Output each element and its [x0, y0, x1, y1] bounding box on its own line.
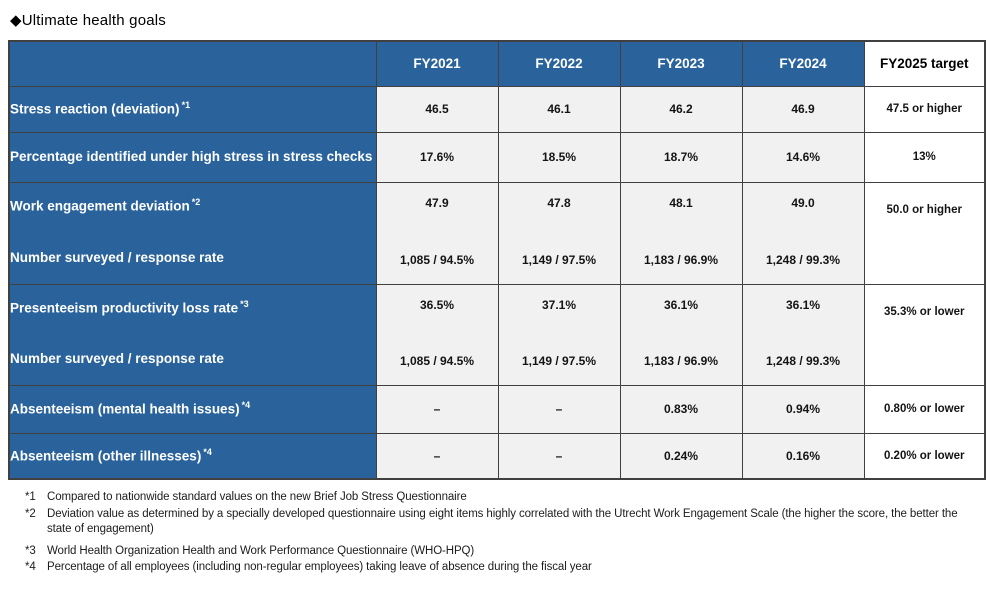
row-label-presenteeism: Presenteeism productivity loss rate *3 Nu…: [8, 283, 377, 386]
value-main: 37.1%: [541, 298, 577, 312]
value-cell: 18.7%: [619, 131, 743, 183]
footnote-2: *2 Deviation value as determined by a sp…: [25, 507, 983, 538]
value-cell: 36.1% 1,248 / 99.3%: [741, 283, 865, 386]
footnote-1: *1 Compared to nationwide standard value…: [25, 490, 983, 506]
row-label-text: Percentage identified under high stress …: [10, 148, 373, 164]
target-text: 35.3% or lower: [883, 305, 965, 318]
value-sub: 1,248 / 99.3%: [765, 354, 841, 368]
value-cell: 47.8 1,149 / 97.5%: [497, 181, 621, 285]
target-cell: 0.20% or lower: [863, 432, 986, 480]
table-row: Percentage identified under high stress …: [8, 131, 986, 183]
value-cell: 36.1% 1,183 / 96.9%: [619, 283, 743, 386]
value-cell: 46.5: [375, 85, 499, 133]
footnote-text: Compared to nationwide standard values o…: [47, 491, 467, 503]
footnote-text: Deviation value as determined by a speci…: [47, 507, 958, 536]
footnote-marker: *2: [25, 507, 36, 520]
target-cell: 13%: [863, 131, 986, 183]
footnote-marker: *4: [25, 561, 36, 573]
row-label-text: Stress reaction (deviation): [10, 101, 180, 117]
value-cell: 36.5% 1,085 / 94.5%: [375, 283, 499, 386]
value-sub: 1,085 / 94.5%: [399, 354, 475, 368]
value-sub: 1,183 / 96.9%: [643, 253, 719, 267]
footnote-ref: *3: [240, 299, 249, 309]
table-row: Absenteeism (mental health issues) *4 – –…: [8, 384, 986, 434]
value-cell: –: [375, 432, 499, 480]
row-label-stress-reaction: Stress reaction (deviation) *1: [8, 85, 377, 133]
target-cell: 0.80% or lower: [863, 384, 986, 434]
value-main: 47.8: [547, 196, 571, 210]
value-cell: 17.6%: [375, 131, 499, 183]
value-cell: 49.0 1,248 / 99.3%: [741, 181, 865, 285]
footnote-ref: *4: [241, 400, 251, 411]
value-cell: –: [497, 384, 621, 434]
row-label-text: Absenteeism (mental health issues): [10, 401, 240, 417]
health-goals-table: FY2021 FY2022 FY2023 FY2024 FY2025 targe…: [8, 40, 986, 480]
value-cell: –: [375, 384, 499, 434]
footnote-ref: *2: [191, 197, 201, 207]
value-main: 36.1%: [663, 298, 699, 312]
value-cell: 48.1 1,183 / 96.9%: [619, 181, 743, 285]
value-cell: –: [497, 432, 621, 480]
table-row: Presenteeism productivity loss rate *3 Nu…: [8, 283, 986, 386]
header-fy2021: FY2021: [375, 40, 499, 87]
value-main: 48.1: [669, 196, 693, 210]
header-fy2022: FY2022: [497, 40, 621, 87]
value-sub: 1,248 / 99.3%: [765, 253, 841, 267]
table-row: Stress reaction (deviation) *1 46.5 46.1 …: [8, 85, 986, 133]
header-fy2023: FY2023: [619, 40, 743, 87]
value-cell: 0.94%: [741, 384, 865, 434]
value-cell: 47.9 1,085 / 94.5%: [375, 181, 499, 285]
value-cell: 46.9: [741, 85, 865, 133]
value-cell: 0.83%: [619, 384, 743, 434]
value-cell: 46.1: [497, 85, 621, 133]
header-fy2024: FY2024: [741, 40, 865, 87]
footnote-text: World Health Organization Health and Wor…: [47, 544, 475, 557]
table-row: Absenteeism (other illnesses) *4 – – 0.24…: [8, 432, 986, 480]
row-label-absenteeism-other: Absenteeism (other illnesses) *4: [8, 432, 377, 480]
target-cell: 47.5 or higher: [863, 85, 986, 133]
page-title: ◆Ultimate health goals: [10, 12, 167, 29]
table-row: Work engagement deviation *2 Number surve…: [8, 181, 986, 285]
value-main: 47.9: [425, 196, 449, 210]
target-cell: 35.3% or lower: [863, 283, 986, 386]
footnotes: *1 Compared to nationwide standard value…: [25, 490, 983, 577]
value-cell: 37.1% 1,149 / 97.5%: [497, 283, 621, 386]
value-sub: 1,149 / 97.5%: [521, 253, 597, 267]
value-main: 49.0: [791, 196, 815, 210]
footnote-ref: *1: [181, 100, 191, 111]
row-label-high-stress: Percentage identified under high stress …: [8, 131, 377, 183]
value-cell: 0.24%: [619, 432, 743, 480]
value-cell: 14.6%: [741, 131, 865, 183]
row-sublabel-text: Number surveyed / response rate: [10, 350, 224, 366]
value-cell: 46.2: [619, 85, 743, 133]
value-main: 36.5%: [419, 298, 455, 312]
value-sub: 1,183 / 96.9%: [643, 354, 719, 368]
footnote-3: *3 World Health Organization Health and …: [25, 544, 983, 560]
value-sub: 1,149 / 97.5%: [521, 354, 597, 368]
footnote-marker: *1: [25, 491, 36, 503]
row-sublabel-text: Number surveyed / response rate: [10, 249, 224, 265]
footnote-marker: *3: [25, 544, 36, 557]
row-label-text: Work engagement deviation *2: [10, 197, 201, 214]
row-label-absenteeism-mental: Absenteeism (mental health issues) *4: [8, 384, 377, 434]
value-main: 36.1%: [785, 298, 821, 312]
value-sub: 1,085 / 94.5%: [399, 253, 475, 267]
footnote-text: Percentage of all employees (including n…: [47, 561, 592, 573]
row-label-text: Absenteeism (other illnesses): [10, 448, 202, 464]
row-label-text: Presenteeism productivity loss rate *3: [10, 299, 249, 316]
row-label-work-engagement: Work engagement deviation *2 Number surve…: [8, 181, 377, 285]
table-header-row: FY2021 FY2022 FY2023 FY2024 FY2025 targe…: [8, 40, 986, 87]
value-cell: 18.5%: [497, 131, 621, 183]
header-fy2025-target: FY2025 target: [863, 40, 986, 87]
target-cell: 50.0 or higher: [863, 181, 986, 285]
footnote-4: *4 Percentage of all employees (includin…: [25, 560, 983, 576]
footnote-ref: *4: [203, 446, 212, 457]
header-blank-cell: [8, 40, 377, 87]
target-text: 50.0 or higher: [886, 203, 962, 216]
value-cell: 0.16%: [741, 432, 865, 480]
